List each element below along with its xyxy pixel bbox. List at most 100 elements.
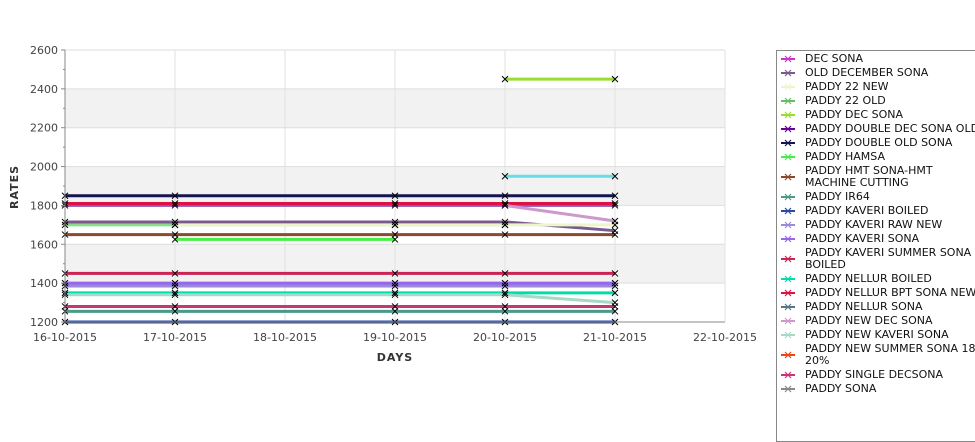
legend-item[interactable]: PADDY DEC SONA	[781, 109, 975, 121]
x-tick-label: 17-10-2015	[143, 331, 207, 344]
data-point-marker	[501, 270, 509, 277]
legend-marker-icon	[781, 69, 795, 77]
data-point-marker	[611, 172, 619, 180]
legend-label: PADDY NEW DEC SONA	[805, 314, 933, 327]
legend-label: PADDY KAVERI BOILED	[805, 204, 929, 217]
data-point-marker	[391, 282, 399, 290]
series-line	[504, 203, 616, 223]
data-point-marker	[391, 307, 399, 315]
legend-label: DEC SONA	[805, 52, 863, 65]
data-point-marker	[391, 236, 399, 243]
data-point-marker	[501, 279, 509, 287]
data-point-marker	[171, 192, 179, 200]
legend-item[interactable]: PADDY SINGLE DECSONA	[781, 369, 975, 381]
legend-item[interactable]: PADDY IR64	[781, 191, 975, 203]
legend-item[interactable]: PADDY HAMSA	[781, 151, 975, 163]
y-tick-label: 2600	[30, 44, 58, 57]
data-point-marker	[611, 217, 619, 225]
x-tick-label: 21-10-2015	[583, 331, 647, 344]
legend-item[interactable]: PADDY DOUBLE OLD SONA	[781, 137, 975, 149]
legend-item[interactable]: DEC SONA	[781, 53, 975, 65]
data-point-marker	[501, 218, 509, 226]
legend-item[interactable]: PADDY NEW SUMMER SONA 18-20%	[781, 343, 975, 367]
y-tick-label: 2000	[30, 161, 58, 174]
y-tick-label: 1200	[30, 316, 58, 329]
legend-item[interactable]: PADDY NELLUR BOILED	[781, 273, 975, 285]
legend-item[interactable]: PADDY 22 NEW	[781, 81, 975, 93]
data-point-marker	[501, 172, 509, 180]
data-point-marker	[501, 221, 509, 229]
legend-marker-icon	[781, 303, 795, 311]
legend-marker-icon	[781, 385, 795, 393]
legend-item[interactable]: PADDY KAVERI SUMMER SONA BOILED	[781, 247, 975, 271]
data-point-marker	[171, 202, 179, 209]
data-point-marker	[391, 279, 399, 287]
data-point-marker	[391, 303, 399, 310]
y-tick-label: 1800	[30, 199, 58, 212]
legend-item[interactable]: PADDY 22 OLD	[781, 95, 975, 107]
y-tick-label: 2200	[30, 122, 58, 135]
legend-label: PADDY NEW SUMMER SONA 18-20%	[805, 342, 975, 367]
data-point-marker	[501, 291, 509, 299]
data-point-marker	[501, 192, 509, 200]
legend-marker-icon	[781, 55, 795, 63]
data-point-marker	[171, 282, 179, 290]
data-point-marker	[611, 303, 619, 310]
legend-item[interactable]: OLD DECEMBER SONA	[781, 67, 975, 79]
legend-label: PADDY KAVERI RAW NEW	[805, 218, 943, 231]
legend-marker-icon	[781, 83, 795, 91]
data-point-marker	[611, 289, 619, 297]
data-point-marker	[611, 75, 619, 83]
legend-label: PADDY NELLUR BPT SONA NEW	[805, 286, 975, 299]
legend-label: PADDY NELLUR BOILED	[805, 272, 932, 285]
legend-marker-icon	[781, 139, 795, 147]
legend-marker-icon	[781, 207, 795, 215]
legend-marker-icon	[781, 97, 795, 105]
legend-label: OLD DECEMBER SONA	[805, 66, 929, 79]
data-point-marker	[501, 231, 509, 238]
legend-label: PADDY NEW KAVERI SONA	[805, 328, 949, 341]
legend-marker-icon	[781, 221, 795, 229]
legend-item[interactable]: PADDY NEW DEC SONA	[781, 315, 975, 327]
data-point-marker	[611, 270, 619, 277]
data-point-marker	[611, 192, 619, 200]
data-point-marker	[171, 221, 179, 229]
data-point-marker	[171, 218, 179, 226]
data-point-marker	[171, 200, 179, 207]
legend-item[interactable]: PADDY NELLUR SONA	[781, 301, 975, 313]
legend-item[interactable]: PADDY HMT SONA-HMT MACHINE CUTTING	[781, 165, 975, 189]
legend-label: PADDY 22 NEW	[805, 80, 889, 93]
legend-label: PADDY HMT SONA-HMT MACHINE CUTTING	[805, 164, 933, 189]
legend-item[interactable]: PADDY SONA	[781, 383, 975, 395]
legend-item[interactable]: PADDY KAVERI SONA	[781, 233, 975, 245]
data-point-marker	[611, 279, 619, 287]
legend-item[interactable]: PADDY NELLUR BPT SONA NEW	[781, 287, 975, 299]
data-point-marker	[171, 289, 179, 297]
legend-marker-icon	[781, 289, 795, 297]
data-point-marker	[501, 282, 509, 290]
legend-marker-icon	[781, 235, 795, 243]
data-point-marker	[391, 221, 399, 229]
legend-marker-icon	[781, 153, 795, 161]
legend-item[interactable]: PADDY DOUBLE DEC SONA OLD	[781, 123, 975, 135]
data-point-marker	[391, 200, 399, 207]
data-point-marker	[171, 279, 179, 287]
data-point-marker	[391, 218, 399, 226]
line-chart: 1200 1400 1600 1800 2000 2200 2400 2600 16-10-20…	[8, 44, 757, 364]
data-point-marker	[171, 270, 179, 277]
data-point-marker	[501, 303, 509, 310]
data-point-marker	[611, 307, 619, 315]
legend-item[interactable]: PADDY KAVERI RAW NEW	[781, 219, 975, 231]
data-point-marker	[391, 291, 399, 299]
data-point-marker	[501, 307, 509, 315]
y-axis-label: RATES	[8, 165, 21, 209]
legend-item[interactable]: PADDY KAVERI BOILED	[781, 205, 975, 217]
legend-marker-icon	[781, 111, 795, 119]
legend-item[interactable]: PADDY NEW KAVERI SONA	[781, 329, 975, 341]
y-tick-label: 2400	[30, 83, 58, 96]
data-point-marker	[171, 236, 179, 243]
legend-label: PADDY IR64	[805, 190, 870, 203]
legend-label: PADDY KAVERI SUMMER SONA BOILED	[805, 246, 972, 271]
x-tick-label: 20-10-2015	[473, 331, 537, 344]
y-tick-label: 1600	[30, 238, 58, 251]
